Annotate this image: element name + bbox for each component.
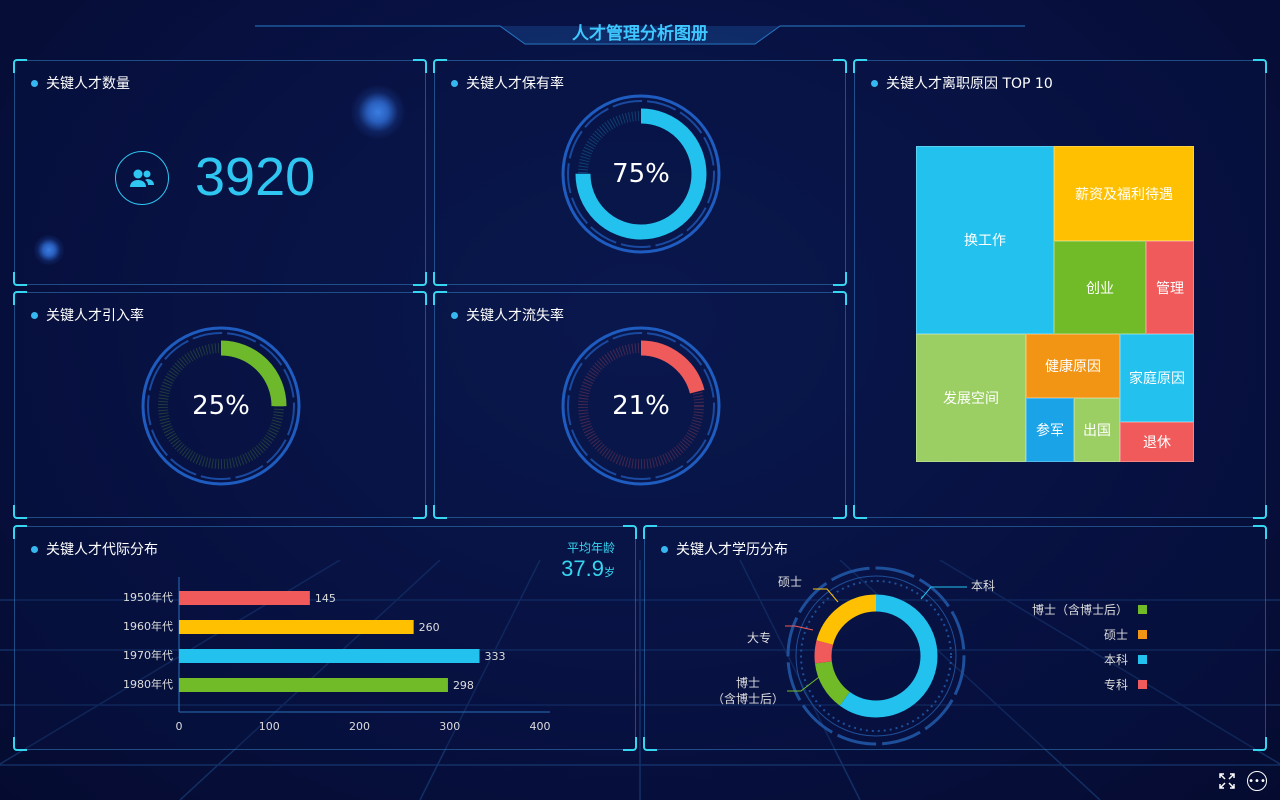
generation-panel: 关键人才代际分布 平均年龄 37.9岁 1950年代 145 1960年代 260 19… [13,525,637,751]
treemap-cell[interactable]: 发展空间 [916,334,1026,462]
retention-value: 75% [612,159,670,189]
legend-swatch [1138,605,1147,614]
bar [179,591,310,605]
bar [179,620,414,634]
intro-value: 25% [192,391,250,421]
treemap-cell[interactable]: 薪资及福利待遇 [1054,146,1194,241]
treemap-cell[interactable]: 换工作 [916,146,1054,334]
gauge-ring [147,332,295,480]
legend-item[interactable]: 专科 [1104,676,1147,693]
donut-slice [814,594,938,718]
callout-shuoshi: 硕士 [778,575,803,589]
retention-panel: 关键人才保有率 75% [433,59,847,286]
x-tick-label: 300 [439,720,460,733]
treemap-cell[interactable]: 管理 [1146,241,1194,334]
treemap-cell[interactable]: 参军 [1026,398,1074,462]
y-tick-label: 1980年代 [123,677,173,691]
gauge-outer-ring [561,94,721,254]
callout-benke: 本科 [971,579,996,593]
legend-item[interactable]: 硕士 [1104,626,1147,643]
legend-swatch [1138,630,1147,639]
gauge-value-arc [575,340,707,472]
page-title: 人才管理分析图册 [572,24,708,44]
fullscreen-button[interactable] [1217,771,1237,791]
bar [179,649,480,663]
bar-value-label: 260 [419,621,440,634]
treemap-cell[interactable]: 家庭原因 [1120,334,1194,422]
panel-title: 关键人才数量 [46,76,130,92]
legend-label: 硕士 [1103,628,1128,642]
panel-title: 关键人才流失率 [466,308,564,324]
treemap-cell[interactable]: 退休 [1120,422,1194,462]
gauge-outer-ring [141,326,301,486]
bar-value-label: 333 [485,650,506,663]
more-icon: ••• [1248,775,1266,787]
legend-item[interactable]: 本科 [1104,651,1147,668]
panel-title: 关键人才代际分布 [46,542,158,558]
header: 人才管理分析图册 [255,14,1025,48]
y-tick-label: 1970年代 [123,648,173,662]
legend-label: 专科 [1103,678,1128,692]
retention-gauge [561,94,721,254]
panel-title: 关键人才引入率 [46,308,144,324]
intro-panel: 关键人才引入率 25% [13,291,427,519]
bar-value-label: 298 [453,679,474,692]
legend-label: 博士（含博士后） [1031,603,1128,617]
avg-age-label: 平均年龄 [566,541,615,555]
reasons-panel: 关键人才离职原因 TOP 10 换工作 薪资及福利待遇 创业 管理发展空间 健康原因 家庭… [853,59,1267,519]
y-tick-label: 1950年代 [123,590,173,604]
intro-gauge [141,326,301,486]
talent-count-panel: 关键人才数量 3920 [13,59,427,286]
legend-label: 本科 [1103,653,1128,667]
gauge-ring [567,332,715,480]
x-tick-label: 0 [176,720,183,733]
panel-title: 关键人才保有率 [466,76,564,92]
fullscreen-icon [1219,773,1235,789]
callout-boshi: 博士 （含博士后） [703,675,793,707]
treemap-cell[interactable]: 健康原因 [1026,334,1120,398]
legend-swatch [1138,655,1147,664]
x-tick-label: 200 [349,720,370,733]
loss-value: 21% [612,391,670,421]
gauge-value-arc [155,340,287,472]
glow-decoration [350,84,406,140]
x-tick-label: 400 [530,720,551,733]
donut-slice [814,594,938,718]
loss-gauge [561,326,721,486]
gauge-track [578,343,704,469]
gauge-value-arc [575,108,707,240]
legend-item[interactable]: 博士（含博士后） [1032,601,1147,618]
y-tick-label: 1960年代 [123,619,173,633]
treemap-cell[interactable]: 出国 [1074,398,1120,462]
more-button[interactable]: ••• [1247,771,1267,791]
panel-title: 关键人才离职原因 TOP 10 [886,76,1053,92]
glow-decoration [33,234,65,266]
bar [179,678,448,692]
avg-age-unit: 岁 [604,566,615,579]
bar-value-label: 145 [315,592,336,605]
callout-boshi-line1: 博士 [735,676,760,690]
gauge-ring [567,100,715,248]
treemap-cell[interactable]: 创业 [1054,241,1146,334]
callout-boshi-line2: （含博士后） [711,692,784,706]
generation-bar-chart: 1950年代 145 1960年代 260 1970年代 333 1980年代 298 0 100… [123,577,551,733]
panel-title: 关键人才学历分布 [676,542,788,558]
legend-swatch [1138,680,1147,689]
gauge-outer-ring [561,326,721,486]
avg-age-value: 37.9 [561,556,604,581]
talent-count-value: 3920 [195,147,316,207]
education-donut-chart [785,566,967,746]
callout-dazhuan: 大专 [747,631,772,645]
users-icon [115,151,169,205]
loss-panel: 关键人才流失率 21% [433,291,847,519]
education-panel: 关键人才学历分布 本科 硕士 大专 博士 （含博士后） 博士（含博士后） 硕士 本科专… [643,525,1267,751]
x-tick-label: 100 [259,720,280,733]
